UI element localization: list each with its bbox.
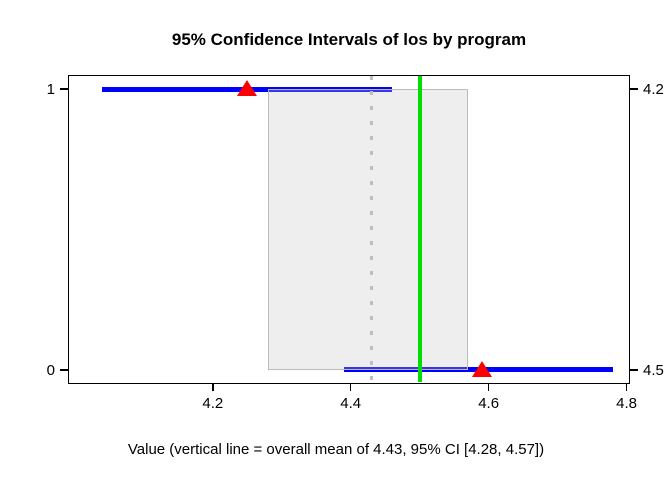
chart-title: 95% Confidence Intervals of los by progr… xyxy=(171,30,527,49)
x-axis-tick xyxy=(625,384,628,391)
x-axis-tick-label: 4.8 xyxy=(616,395,637,412)
right-axis-tick xyxy=(630,88,638,90)
x-axis-tick-label: 4.4 xyxy=(340,395,362,412)
y-axis-tick-label: 1 xyxy=(46,81,55,99)
overall-mean-line xyxy=(369,76,373,382)
mean-marker-program-1 xyxy=(237,80,258,97)
y-axis-tick xyxy=(60,88,68,90)
y-axis-tick-label: 0 xyxy=(46,361,55,379)
x-axis-tick-label: 4.2 xyxy=(202,395,224,412)
plot-area-border xyxy=(68,75,630,384)
x-axis-tick xyxy=(349,384,352,391)
reference-line xyxy=(417,76,422,382)
right-axis-label: 4.5 xyxy=(643,361,664,379)
x-axis-label: Value (vertical line = overall mean of 4… xyxy=(127,441,545,458)
overall-ci-band xyxy=(267,89,468,370)
x-axis-tick xyxy=(212,384,214,391)
x-axis-tick-label: 4.6 xyxy=(478,395,500,412)
x-axis-tick xyxy=(487,384,490,391)
mean-marker-program-0 xyxy=(471,360,492,377)
y-axis-tick xyxy=(60,369,68,371)
right-axis-tick xyxy=(630,369,638,371)
right-axis-label: 4.2 xyxy=(643,81,664,99)
